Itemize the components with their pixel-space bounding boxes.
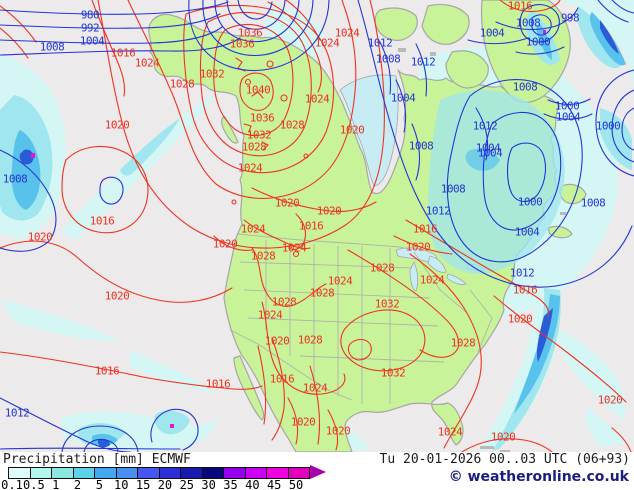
legend-value-label: 20 <box>157 478 173 490</box>
lake-erie <box>446 273 467 285</box>
precip-intense-layer <box>19 20 619 448</box>
legend-color-cell <box>181 468 203 478</box>
hudson-bay <box>339 74 399 187</box>
timestamp-label: Tu 20-01-2026 00..03 UTC (06+93) <box>379 452 630 467</box>
island-baffin <box>445 50 489 89</box>
legend-value-label: 5 <box>95 478 104 490</box>
legend-value-label: 45 <box>266 478 282 490</box>
legend-value-label: 50 <box>288 478 304 490</box>
precip-color-scale <box>8 467 310 479</box>
legend-color-cell <box>138 468 160 478</box>
legend-title: Precipitation [mm] ECMWF <box>3 452 191 467</box>
legend-value-label: 25 <box>179 478 195 490</box>
legend-color-cell <box>95 468 117 478</box>
baja-california <box>233 355 265 421</box>
legend-value-label: 15 <box>135 478 151 490</box>
legend-color-cell <box>30 468 52 478</box>
legend-color-cell <box>224 468 246 478</box>
legend-value-label: 40 <box>245 478 260 490</box>
island-nova-scotia <box>547 225 573 239</box>
red-isobars <box>0 0 632 452</box>
legend-value-label: 1 <box>52 478 60 490</box>
scale-arrow-icon <box>310 465 326 479</box>
legend-color-cell <box>52 468 74 478</box>
lake-michigan <box>409 261 419 292</box>
legend-color-cell <box>9 468 31 478</box>
weather-map: 980 992 1004 1008 1008 1012 1012 1008 1004 1012 10… <box>0 0 634 452</box>
precip-extreme-layer <box>31 30 546 428</box>
map-footer: Precipitation [mm] ECMWF Tu 20-01-2026 0… <box>0 452 634 490</box>
legend-color-cell <box>159 468 181 478</box>
blue-isobars <box>0 0 634 452</box>
legend-value-label: 0.1 <box>1 478 23 490</box>
legend-value-label: 10 <box>114 478 129 490</box>
legend-value-label: 30 <box>201 478 216 490</box>
legend-color-cell <box>245 468 267 478</box>
legend-color-cell <box>116 468 138 478</box>
island-specks <box>398 48 566 452</box>
greenland <box>480 0 571 103</box>
lake-huron <box>427 255 447 273</box>
legend-color-cell <box>202 468 224 478</box>
legend-value-label: 0.5 <box>23 478 45 490</box>
scale-values: 0.1 0.5 1 2 5 10 15 20 25 30 35 40 45 50 <box>0 478 340 490</box>
map-canvas <box>0 0 634 452</box>
legend-color-cell <box>267 468 289 478</box>
legend-value-label: 35 <box>223 478 238 490</box>
island-arctic-2 <box>421 3 470 45</box>
legend-color-cell <box>73 468 95 478</box>
legend-color-cell <box>288 468 309 478</box>
legend-value-label: 2 <box>73 478 82 490</box>
island-arctic-1 <box>374 7 418 41</box>
copyright-label: © weatheronline.co.uk <box>448 469 629 485</box>
borders-layer <box>229 233 493 404</box>
island-vancouver <box>221 115 239 144</box>
